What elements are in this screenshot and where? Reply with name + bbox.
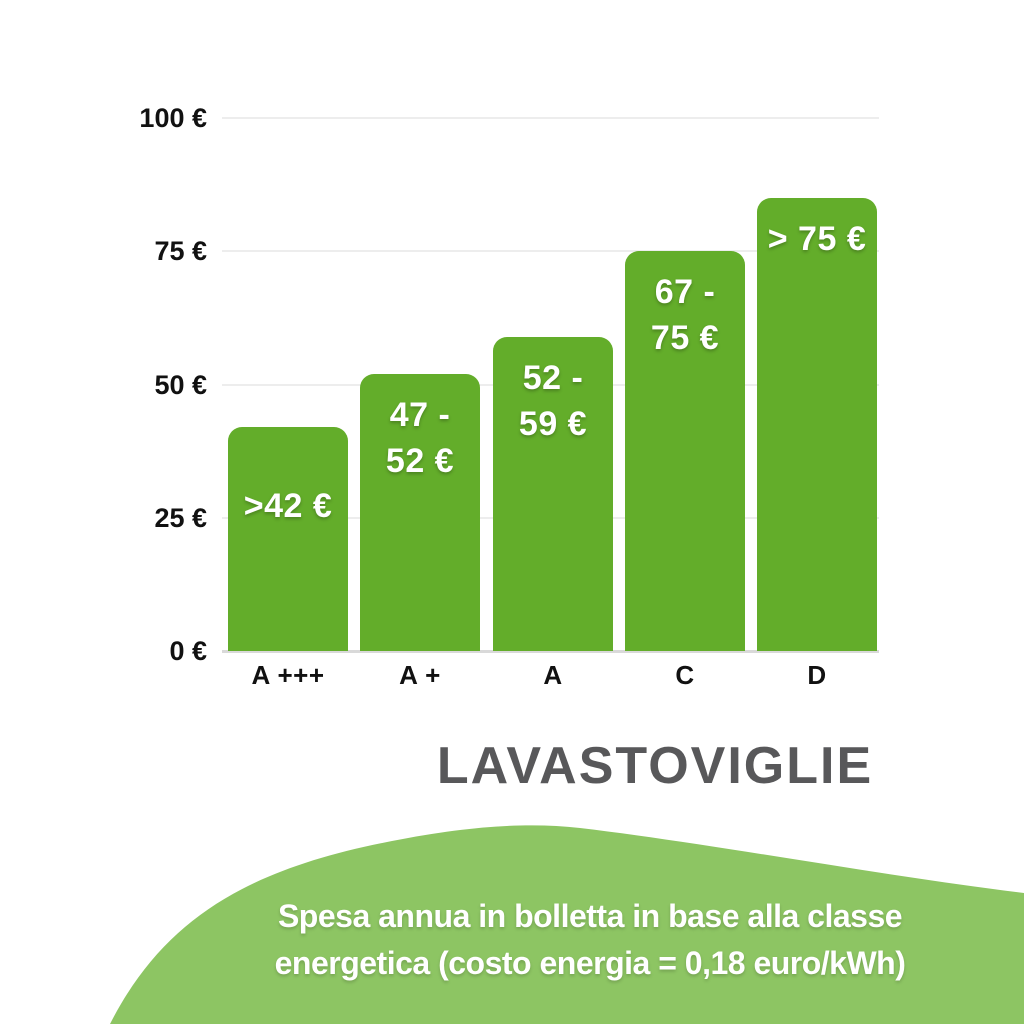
gridline-100 (222, 117, 879, 119)
plot-area: >42 € 47 -52 € 52 -59 € 67 -75 € > 75 € (222, 117, 879, 653)
bar-value-label: 52 -59 € (518, 359, 588, 443)
bar-1: >42 € (228, 427, 348, 651)
y-tick-label-100: 100 € (139, 103, 207, 133)
x-tick-label-4: C (675, 660, 695, 690)
bar-5: > 75 € (757, 198, 877, 651)
caption-line-2: energetica (costo energia = 0,18 euro/kW… (274, 945, 906, 981)
bar-4: 67 -75 € (625, 251, 745, 651)
bar-value-label: 67 -75 € (650, 273, 720, 357)
wave-path (110, 825, 1024, 1024)
x-tick-label-1: A +++ (251, 660, 325, 690)
bar-2: 47 -52 € (360, 374, 480, 651)
bar-value-label: 47 -52 € (385, 396, 455, 480)
bar-value-label: >42 € (243, 487, 333, 525)
chart-title: LAVASTOVIGLIE (436, 737, 874, 795)
gridline-75 (222, 250, 879, 253)
y-tick-label-25: 25 € (154, 502, 207, 533)
bar-3: 52 -59 € (493, 337, 613, 651)
y-tick-label-50: 50 € (154, 369, 207, 400)
y-tick-label-0: 0 € (169, 636, 207, 666)
caption-line-1: Spesa annua in bolletta in base alla cla… (277, 898, 903, 934)
x-tick-label-3: A (543, 660, 563, 690)
caption: Spesa annua in bolletta in base alla cla… (180, 893, 1000, 987)
bars-group: >42 € 47 -52 € 52 -59 € 67 -75 € > 75 € (222, 118, 879, 651)
bar-value-label: > 75 € (767, 220, 867, 258)
x-tick-label-2: A + (399, 660, 441, 690)
x-axis-baseline (222, 650, 879, 653)
y-tick-label-75: 75 € (154, 236, 207, 267)
x-tick-label-5: D (807, 660, 827, 690)
